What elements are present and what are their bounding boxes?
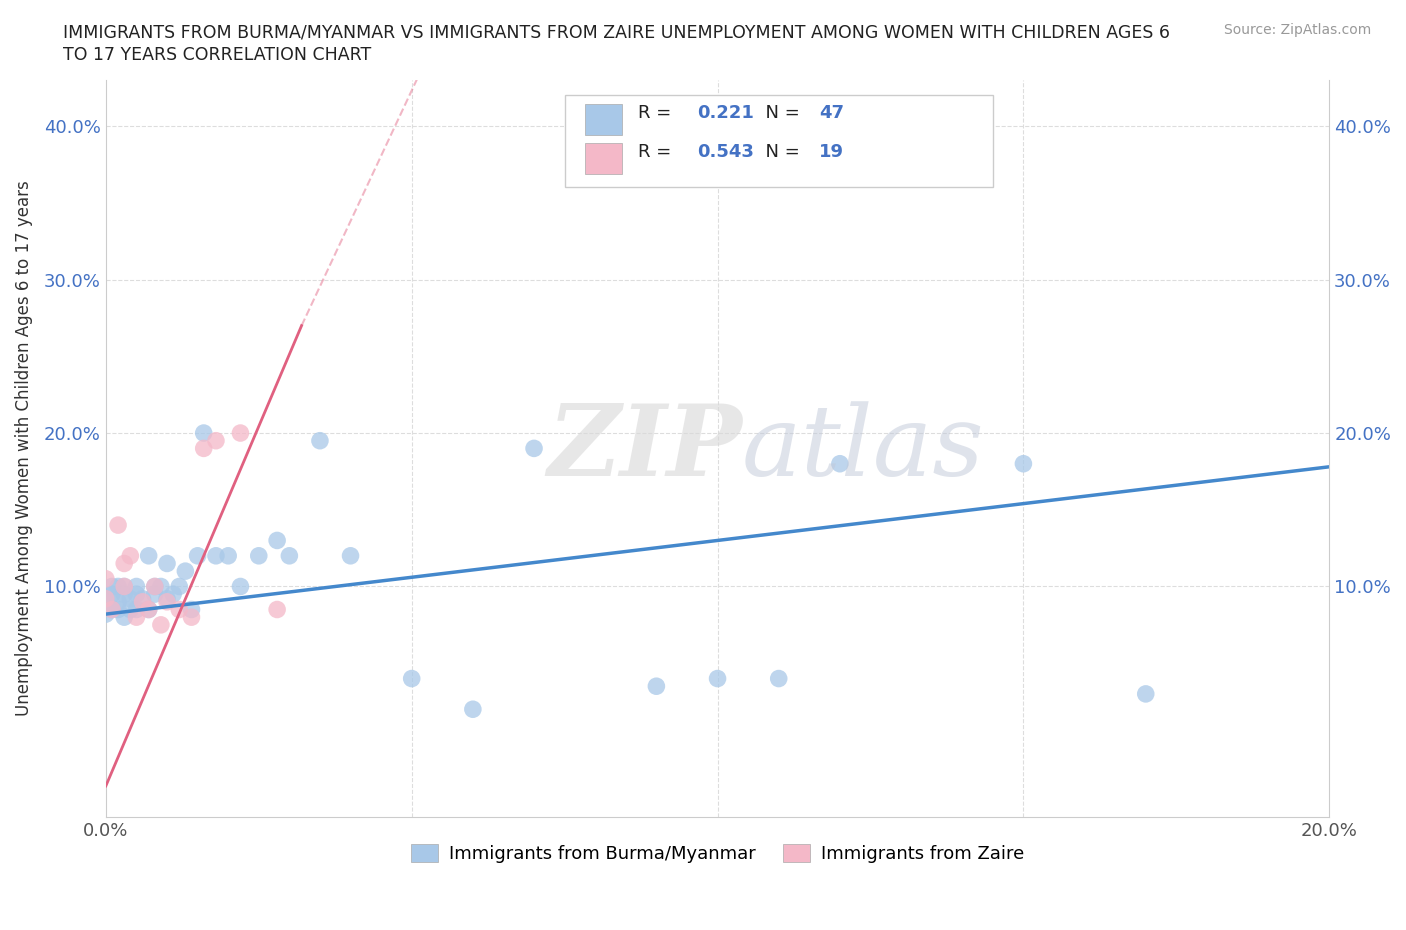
Point	[112, 556, 135, 571]
Point	[523, 441, 546, 456]
Point	[143, 579, 166, 594]
Point	[217, 549, 239, 564]
Point	[120, 591, 142, 606]
Text: ZIP: ZIP	[547, 400, 742, 497]
Point	[107, 518, 129, 533]
Point	[828, 457, 851, 472]
Point	[229, 426, 252, 441]
Point	[120, 549, 142, 564]
Point	[180, 602, 202, 617]
Point	[112, 610, 135, 625]
Point	[162, 587, 184, 602]
Point	[94, 591, 117, 606]
Point	[143, 587, 166, 602]
Point	[309, 433, 332, 448]
Point	[101, 602, 124, 617]
Point	[266, 602, 288, 617]
Point	[339, 549, 361, 564]
Text: Source: ZipAtlas.com: Source: ZipAtlas.com	[1223, 23, 1371, 37]
Point	[193, 426, 215, 441]
Point	[167, 602, 190, 617]
Point	[138, 602, 160, 617]
Text: 19: 19	[820, 142, 844, 161]
Bar	[585, 104, 621, 136]
Point	[101, 602, 124, 617]
Point	[94, 591, 117, 606]
Text: 0.221: 0.221	[697, 103, 754, 122]
Point	[156, 556, 179, 571]
Point	[94, 606, 117, 621]
Text: R =: R =	[638, 142, 678, 161]
Point	[278, 549, 301, 564]
Point	[107, 594, 129, 609]
Point	[138, 602, 160, 617]
Point	[112, 579, 135, 594]
Text: IMMIGRANTS FROM BURMA/MYANMAR VS IMMIGRANTS FROM ZAIRE UNEMPLOYMENT AMONG WOMEN : IMMIGRANTS FROM BURMA/MYANMAR VS IMMIGRA…	[63, 23, 1170, 41]
Point	[768, 671, 790, 686]
Point	[143, 579, 166, 594]
Point	[101, 579, 124, 594]
Point	[125, 587, 148, 602]
Point	[125, 579, 148, 594]
FancyBboxPatch shape	[565, 95, 993, 187]
Text: 0.543: 0.543	[697, 142, 754, 161]
Point	[149, 618, 172, 632]
Y-axis label: Unemployment Among Women with Children Ages 6 to 17 years: Unemployment Among Women with Children A…	[15, 180, 32, 716]
Text: N =: N =	[754, 142, 806, 161]
Point	[156, 594, 179, 609]
Point	[131, 591, 153, 606]
Point	[645, 679, 668, 694]
Point	[149, 579, 172, 594]
Point	[706, 671, 728, 686]
Point	[101, 587, 124, 602]
Text: N =: N =	[754, 103, 806, 122]
Point	[461, 702, 484, 717]
Text: R =: R =	[638, 103, 678, 122]
Point	[107, 602, 129, 617]
Text: atlas: atlas	[742, 401, 984, 496]
Point	[167, 579, 190, 594]
Point	[156, 591, 179, 606]
Point	[180, 610, 202, 625]
Point	[112, 587, 135, 602]
Text: 47: 47	[820, 103, 844, 122]
Point	[193, 441, 215, 456]
Point	[120, 602, 142, 617]
Point	[205, 433, 228, 448]
Point	[247, 549, 270, 564]
Point	[266, 533, 288, 548]
Point	[229, 579, 252, 594]
Point	[125, 602, 148, 617]
Point	[125, 610, 148, 625]
Point	[205, 549, 228, 564]
Point	[1012, 457, 1035, 472]
Point	[174, 564, 197, 578]
Point	[131, 594, 153, 609]
Point	[94, 571, 117, 586]
Point	[1135, 686, 1157, 701]
Point	[401, 671, 423, 686]
Bar	[585, 143, 621, 175]
Text: TO 17 YEARS CORRELATION CHART: TO 17 YEARS CORRELATION CHART	[63, 46, 371, 64]
Point	[107, 579, 129, 594]
Point	[138, 549, 160, 564]
Point	[187, 549, 209, 564]
Legend: Immigrants from Burma/Myanmar, Immigrants from Zaire: Immigrants from Burma/Myanmar, Immigrant…	[404, 836, 1031, 870]
Point	[112, 579, 135, 594]
